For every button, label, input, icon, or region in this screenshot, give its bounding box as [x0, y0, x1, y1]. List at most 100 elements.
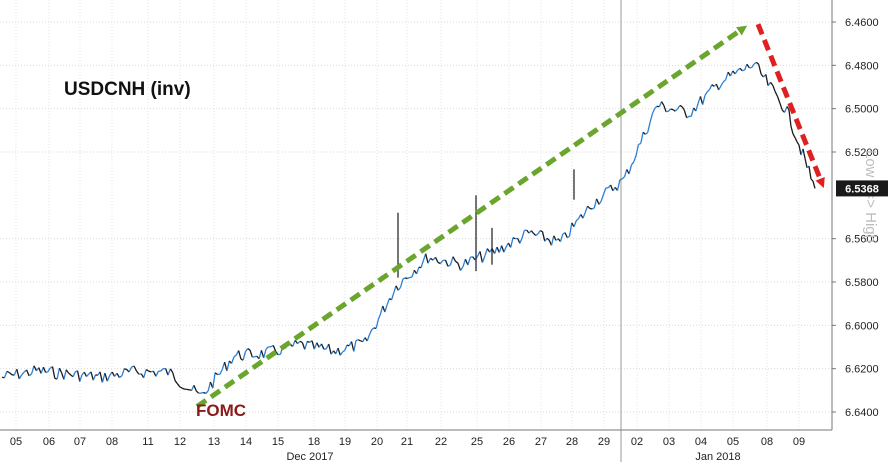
price-segment [355, 339, 359, 342]
price-segment [386, 298, 391, 306]
price-segment [265, 346, 269, 350]
price-segment [427, 258, 432, 264]
price-segment [635, 144, 640, 156]
price-segment [751, 63, 755, 68]
price-segment [350, 341, 355, 352]
price-segment [535, 233, 539, 237]
price-segment [26, 369, 30, 377]
price-segment [709, 84, 713, 90]
x-tick-label: 13 [208, 436, 220, 448]
price-segment [150, 370, 154, 373]
price-segment [152, 370, 157, 377]
price-segment [124, 368, 127, 371]
price-segment [30, 365, 35, 374]
price-segment [589, 207, 593, 210]
price-segment [623, 169, 628, 177]
price-segment [38, 367, 42, 374]
price-segment [28, 373, 33, 377]
price-segment [720, 81, 724, 87]
price-segment [92, 374, 97, 381]
price-segment [593, 198, 598, 209]
price-segment [145, 369, 149, 372]
price-segment [368, 329, 373, 336]
price-segment [742, 69, 745, 72]
price-segment [415, 266, 420, 275]
price-segment [104, 373, 108, 382]
downtrend-arrow [755, 23, 825, 189]
price-segment [247, 348, 251, 351]
month-labels: Dec 2017 Jan 2018 [286, 451, 740, 463]
price-segment [390, 292, 395, 300]
price-segment [449, 256, 454, 265]
price-segment [76, 370, 81, 382]
price-segment [221, 361, 226, 370]
price-segment [796, 141, 800, 146]
price-segment [798, 144, 802, 156]
price-segment [706, 89, 711, 93]
price-segment [584, 205, 589, 213]
price-segment [790, 126, 794, 135]
price-segment [404, 277, 408, 280]
price-segment [674, 108, 679, 112]
price-segment [207, 381, 212, 392]
price-segment [447, 264, 451, 267]
price-segment [56, 368, 61, 380]
price-segment [301, 342, 306, 350]
y-tick-label: 6.4600 [845, 17, 879, 29]
price-segment [263, 349, 267, 359]
price-segment [337, 347, 341, 356]
price-segment [116, 372, 120, 378]
price-segment [577, 214, 582, 220]
price-segment [339, 351, 344, 356]
x-tick-label: 12 [174, 436, 186, 448]
plot-area [0, 0, 832, 430]
price-segment [51, 366, 56, 379]
price-segment [155, 371, 159, 377]
x-tick-label: 05 [10, 436, 22, 448]
price-segment [360, 340, 364, 343]
price-segment [729, 70, 734, 77]
price-segment [181, 387, 185, 390]
price-segment [131, 365, 135, 368]
price-segment [399, 278, 404, 288]
price-segment [540, 230, 543, 233]
price-segment [249, 349, 253, 358]
price-segment [42, 366, 47, 373]
price-segment [767, 81, 772, 87]
price-segment [695, 103, 699, 112]
y-tick-labels: 6.4600 6.4800 6.5000 6.5200 6.5600 6.5800 6.60… [845, 17, 879, 419]
price-segment [519, 237, 523, 244]
price-segment [654, 105, 658, 109]
price-segment [226, 360, 230, 372]
x-tick-label: 04 [695, 436, 707, 448]
price-segment [609, 184, 614, 192]
chart-title: USDCNH (inv) [64, 79, 191, 100]
price-segment [498, 245, 503, 253]
price-segment [379, 305, 384, 315]
price-segment [133, 365, 137, 372]
price-segment [530, 230, 535, 234]
price-segment [79, 374, 83, 382]
price-segment [437, 261, 441, 265]
price-segment [330, 350, 335, 355]
price-segment [699, 96, 704, 105]
price-segment [628, 164, 633, 175]
y-tick-label: 6.6400 [845, 407, 879, 419]
price-segment [677, 105, 681, 110]
price-segment [493, 246, 498, 254]
price-segment [555, 238, 559, 241]
price-segment [68, 372, 72, 376]
price-segment [272, 345, 277, 352]
price-segment [541, 231, 546, 242]
price-segment [681, 106, 685, 111]
x-tick-label: 07 [74, 436, 86, 448]
price-segment [598, 200, 602, 205]
price-segment [765, 74, 769, 86]
price-segment [486, 248, 491, 253]
price-segment [203, 391, 206, 395]
price-segment [430, 257, 434, 261]
price-segment [342, 349, 346, 353]
price-segment [320, 343, 325, 350]
price-segment [658, 101, 663, 108]
x-tick-label: 05 [727, 436, 739, 448]
